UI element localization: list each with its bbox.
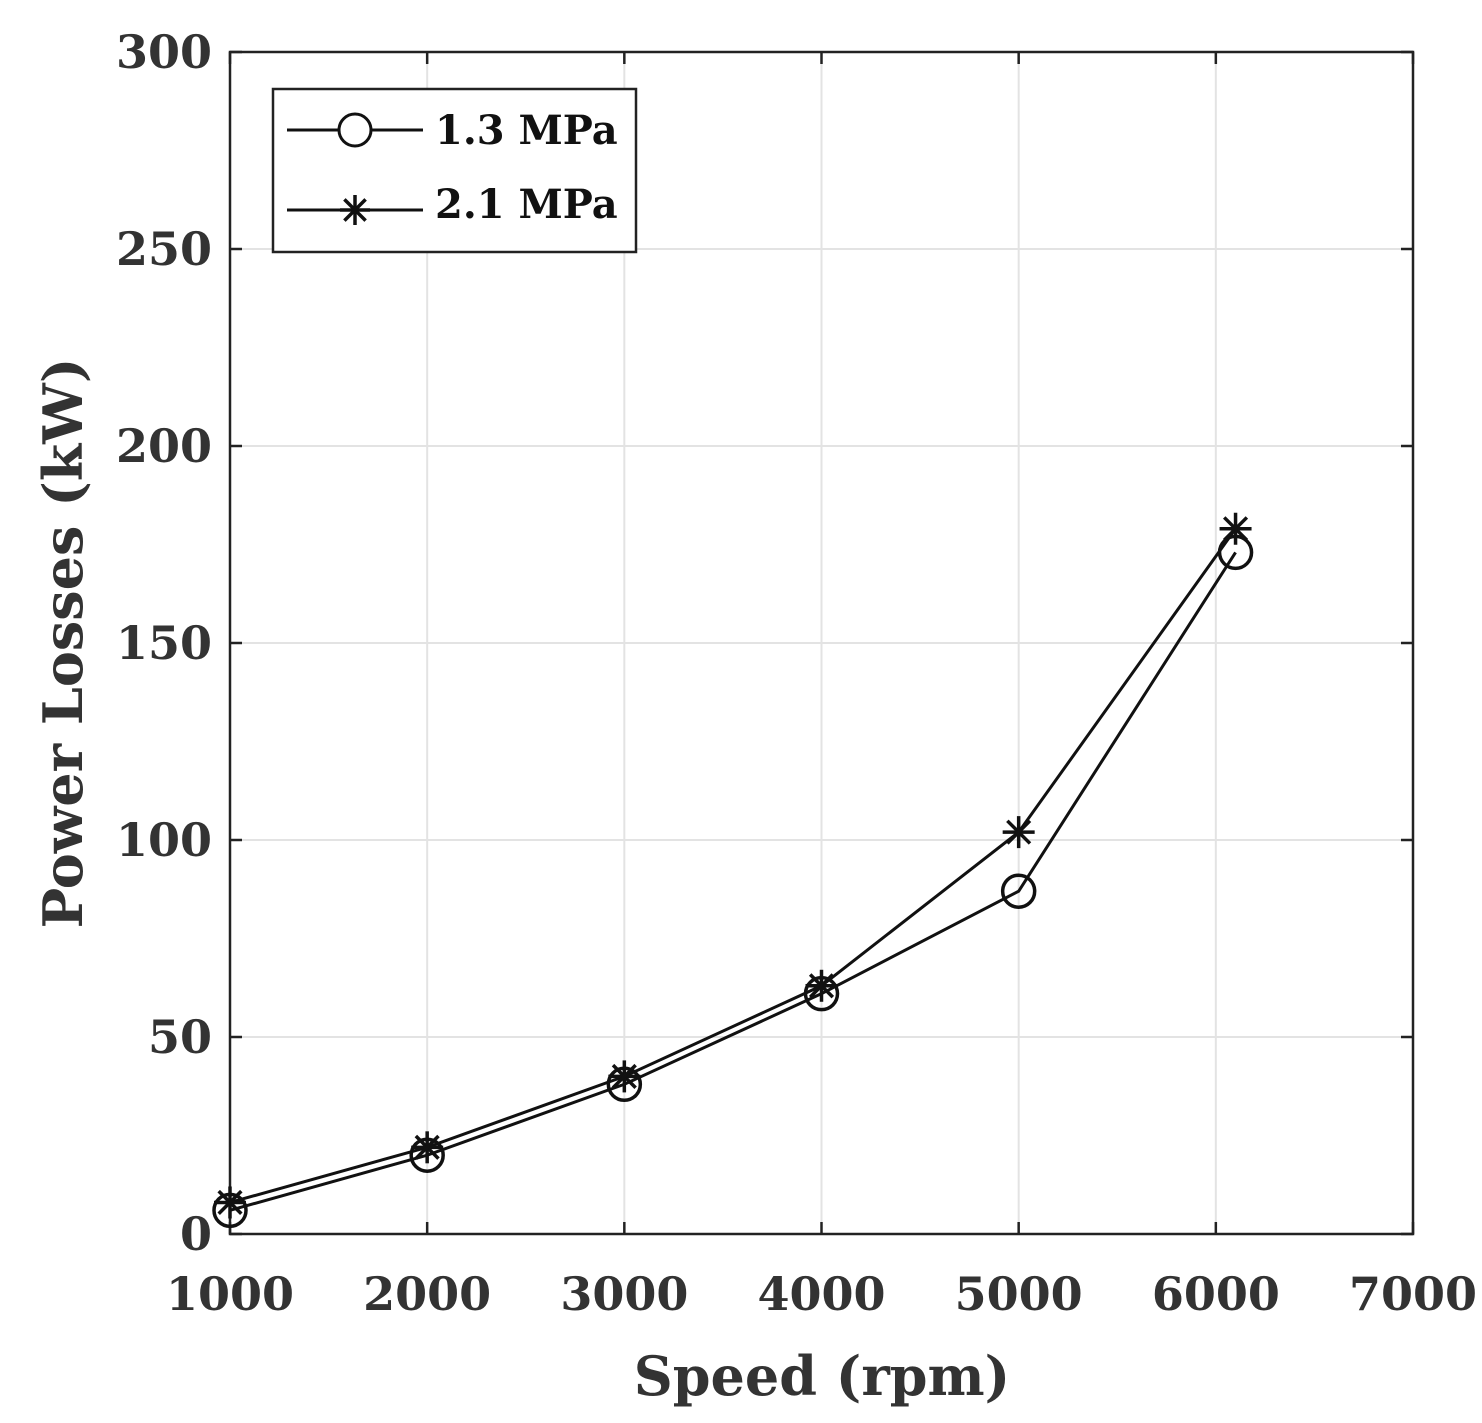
- series-line-1: [229, 551, 1237, 1212]
- data-point-circle: [1000, 873, 1037, 909]
- tick-labels: 1000 2000 3000 4000 5000 6000 7000 0 50 100 150 200…: [116, 25, 1477, 1321]
- x-tick-label: 5000: [955, 1267, 1083, 1321]
- legend-asterisk-shape: [340, 195, 370, 225]
- legend-box: [271, 87, 638, 254]
- y-axis-title: Power Losses (kW): [31, 358, 95, 929]
- legend-label-1: 1.3 MPa: [435, 107, 618, 154]
- data-point-asterisk: [411, 1131, 444, 1164]
- legend-marker-asterisk: [340, 195, 370, 225]
- asterisk-stroke: [1006, 819, 1032, 845]
- legend: 1.3 MPa 2.1 MPa: [271, 87, 638, 254]
- x-tick-label: 2000: [363, 1267, 491, 1321]
- y-tick-label: 0: [180, 1207, 212, 1261]
- data-point-asterisk: [214, 1186, 246, 1219]
- asterisk-stroke: [1222, 516, 1249, 542]
- legend-label-2: 2.1 MPa: [435, 181, 618, 228]
- asterisk-stroke: [611, 1063, 637, 1089]
- y-tick-label: 100: [116, 813, 212, 867]
- x-tick-label: 3000: [560, 1267, 688, 1321]
- x-tick-label: 1000: [166, 1267, 294, 1321]
- x-axis-title: Speed (rpm): [634, 1344, 1010, 1408]
- data-point-asterisk: [608, 1060, 641, 1093]
- data-point-asterisk: [1002, 816, 1035, 849]
- x-tick-label: 7000: [1349, 1267, 1477, 1321]
- y-tick-label: 200: [116, 419, 212, 473]
- y-tick-label: 250: [116, 222, 212, 276]
- series-layer: [212, 512, 1254, 1229]
- asterisk-stroke: [808, 973, 835, 999]
- x-tick-label: 6000: [1152, 1267, 1280, 1321]
- axes: [228, 50, 1415, 1236]
- data-point-asterisk: [1219, 512, 1252, 545]
- x-tick-label: 4000: [757, 1267, 885, 1321]
- asterisk-stroke: [217, 1189, 243, 1216]
- y-tick-label: 50: [148, 1010, 212, 1064]
- y-tick-label: 150: [116, 616, 212, 670]
- data-point-asterisk: [805, 969, 838, 1002]
- y-tick-label: 300: [116, 25, 212, 79]
- asterisk-stroke: [343, 198, 367, 222]
- legend-marker-circle: [337, 112, 373, 148]
- asterisk-stroke: [414, 1134, 440, 1160]
- series-line-2: [229, 527, 1237, 1204]
